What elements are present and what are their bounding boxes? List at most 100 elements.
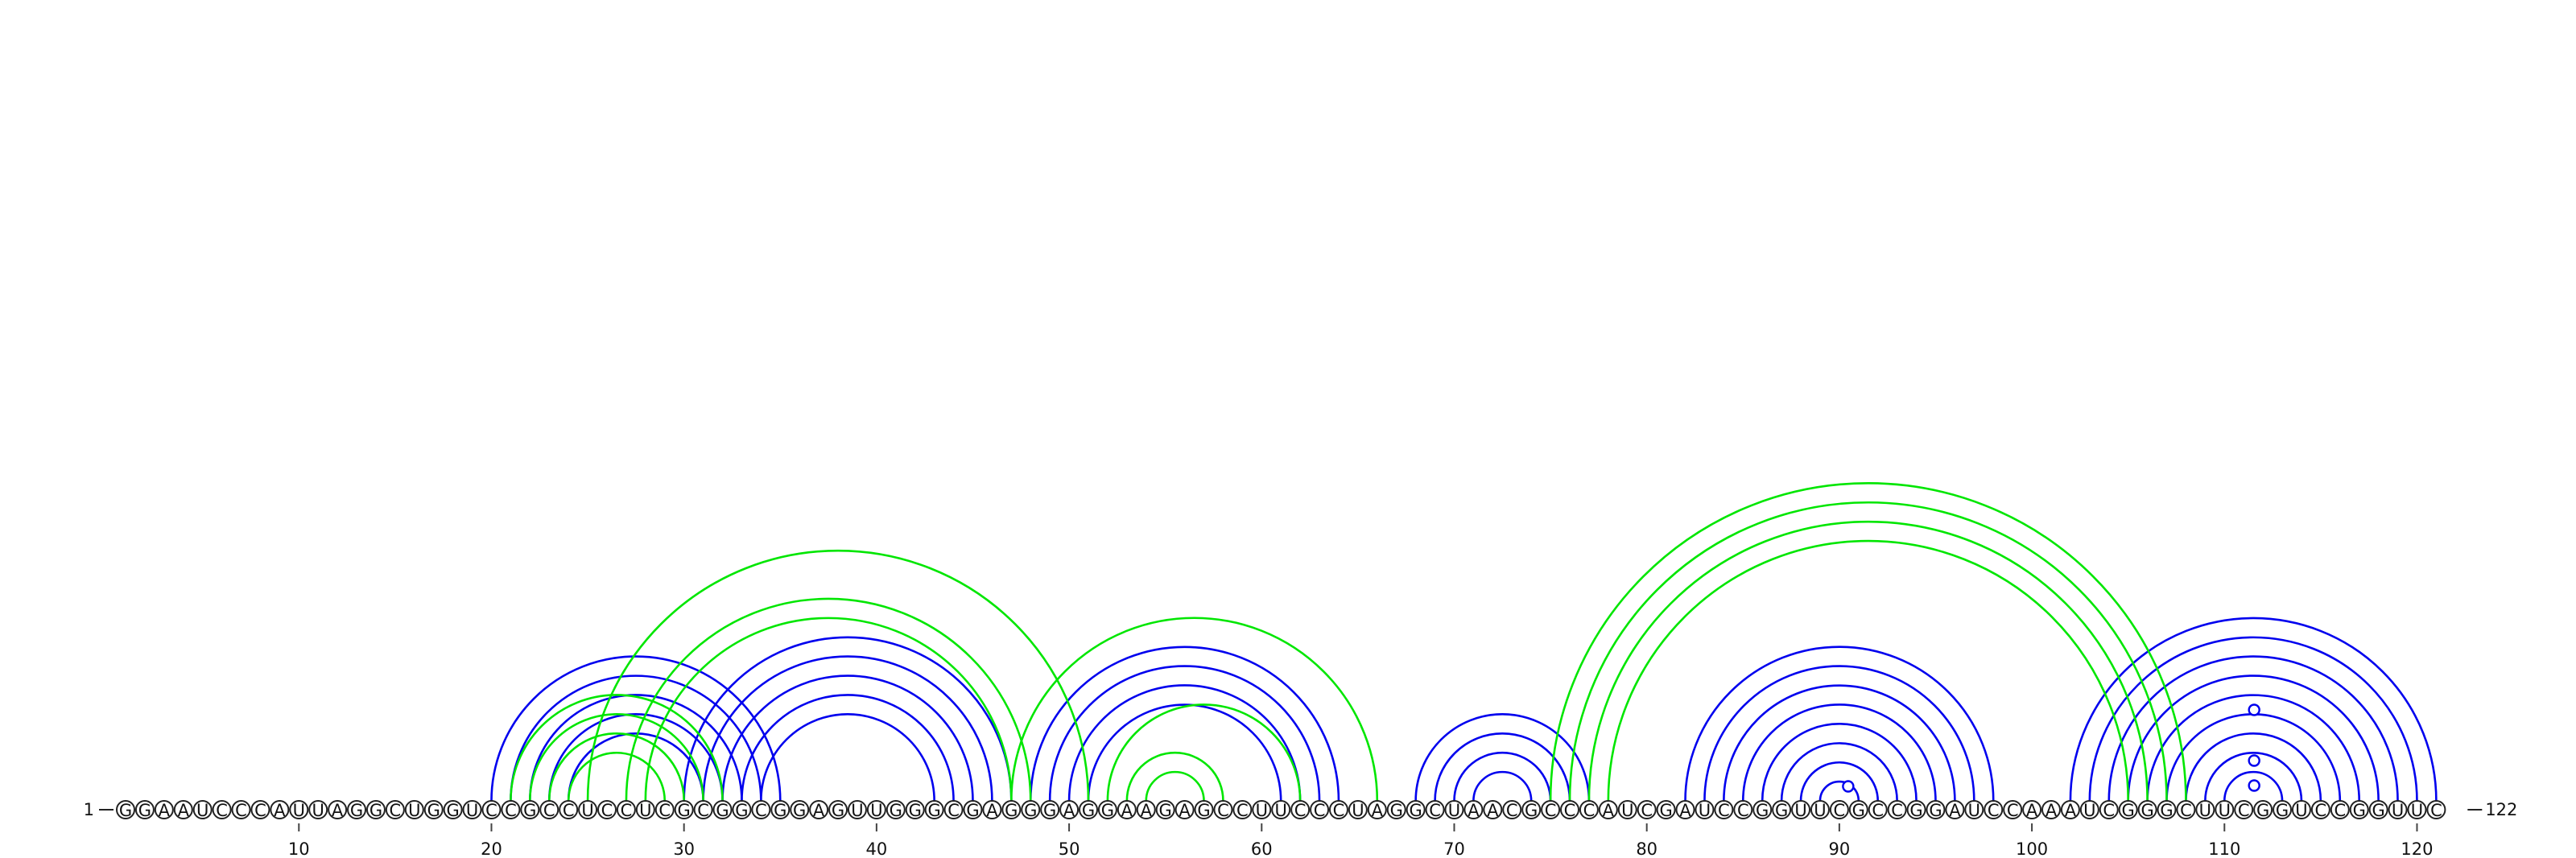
nucleotide-letter: C <box>2238 801 2250 820</box>
nucleotide-54: A <box>1136 800 1156 820</box>
nucleotide-letter: G <box>1024 801 1037 820</box>
blue-pair-arc-22-33 <box>529 694 743 802</box>
nucleotide-letter: G <box>716 801 729 820</box>
nucleotide-90: C <box>1829 800 1849 820</box>
blue-pair-arc-20-35 <box>490 655 782 802</box>
nucleotide-circle <box>2426 800 2446 819</box>
nucleotide-letter: C <box>1217 801 1229 820</box>
nucleotide-circle <box>1964 800 1984 819</box>
nucleotide-letter: G <box>2372 801 2384 820</box>
nucleotide-letter: G <box>1775 801 1788 820</box>
nucleotide-letter: U <box>1275 801 1287 820</box>
nucleotide-letter: G <box>1197 801 1210 820</box>
green-pair-arc-76-107 <box>1568 501 2168 802</box>
nucleotide-letter: C <box>1641 801 1653 820</box>
nucleotide-81: G <box>1656 800 1676 820</box>
nucleotide-circle <box>1521 800 1542 819</box>
nucleotide-16: U <box>404 800 424 820</box>
nucleotide-letter: A <box>2065 801 2077 820</box>
green-pair-arc-75-108 <box>1549 482 2187 802</box>
nucleotide-circle <box>866 800 886 819</box>
blue-pair-arc-89-91 <box>1818 780 1860 802</box>
nucleotide-circle <box>2388 800 2408 819</box>
nucleotide-106: G <box>2137 800 2157 820</box>
nucleotide-46: A <box>982 800 1002 820</box>
blue-pair-arc-108-115 <box>2185 732 2322 802</box>
nucleotide-52: G <box>1097 800 1117 820</box>
nucleotide-circle <box>963 800 983 819</box>
nucleotide-113: G <box>2273 800 2293 820</box>
nucleotide-letter: U <box>2219 801 2231 820</box>
nucleotide-letter: A <box>274 801 286 820</box>
nucleotide-letter: G <box>793 801 806 820</box>
nucleotide-45: G <box>963 800 983 820</box>
nucleotide-circle <box>308 800 328 819</box>
nucleotide-letter: U <box>1699 801 1711 820</box>
nucleotide-letter: U <box>851 801 863 820</box>
nucleotide-circle <box>751 800 771 819</box>
tick-label: 120 <box>2401 839 2433 858</box>
nucleotide-letter: G <box>138 801 151 820</box>
nucleotide-circle <box>1483 800 1503 819</box>
nucleotide-letter: C <box>601 801 613 820</box>
nucleotide-letter: G <box>1082 801 1095 820</box>
nucleotide-83: U <box>1695 800 1715 820</box>
nucleotide-18: G <box>443 800 463 820</box>
nucleotide-letter: U <box>1814 801 1826 820</box>
nucleotide-letter: G <box>1929 801 1942 820</box>
blue-pair-arc-70-75 <box>1453 751 1552 802</box>
nucleotide-letter: C <box>2180 801 2192 820</box>
tick-label: 20 <box>481 839 502 858</box>
nucleotide-letter: G <box>1525 801 1538 820</box>
nucleotide-circle <box>1155 800 1175 819</box>
nucleotide-36: G <box>790 800 810 820</box>
nucleotide-21: C <box>501 800 521 820</box>
nucleotide-112: G <box>2253 800 2273 820</box>
nucleotide-letter: A <box>1468 801 1480 820</box>
nucleotide-letter: A <box>1949 801 1961 820</box>
nucleotide-circle <box>1617 800 1637 819</box>
nucleotide-letter: C <box>485 801 497 820</box>
nucleotide-circle <box>1136 800 1156 819</box>
nucleotide-circle <box>2137 800 2157 819</box>
nucleotide-letter: G <box>1852 801 1865 820</box>
nucleotide-circle <box>1386 800 1406 819</box>
nucleotide-121: C <box>2426 800 2446 820</box>
nucleotide-82: A <box>1675 800 1695 820</box>
nucleotide-33: G <box>732 800 752 820</box>
nucleotide-circle <box>154 800 174 819</box>
nucleotide-letter: U <box>408 801 420 820</box>
nucleotide-circle <box>2176 800 2196 819</box>
nucleotide-letter: G <box>890 801 902 820</box>
open-marker <box>2248 754 2260 767</box>
nucleotide-circle <box>1598 800 1618 819</box>
nucleotide-61: U <box>1271 800 1291 820</box>
nucleotide-letter: C <box>1236 801 1249 820</box>
nucleotide-11: U <box>308 800 328 820</box>
nucleotide-circle <box>1791 800 1811 819</box>
blue-pair-arc-71-74 <box>1472 770 1533 802</box>
nucleotide-3: A <box>154 800 174 820</box>
nucleotide-56: A <box>1174 800 1195 820</box>
nucleotide-letter: A <box>1141 801 1153 820</box>
nucleotide-circle <box>2003 800 2023 819</box>
blue-pair-arc-106-117 <box>2146 694 2361 802</box>
tick-label: 110 <box>2208 839 2240 858</box>
nucleotide-letter: A <box>1063 801 1075 820</box>
nucleotide-79: U <box>1617 800 1637 820</box>
tick-label: 60 <box>1251 839 1273 858</box>
nucleotide-19: U <box>462 800 482 820</box>
open-marker <box>2248 703 2260 716</box>
position-axis: 10 20 30 40 50 60 70 80 90 100 110 120 <box>288 823 2434 858</box>
nucleotide-letter: C <box>1429 801 1441 820</box>
nucleotide-circle <box>231 800 251 819</box>
nucleotide-circle <box>2099 800 2119 819</box>
nucleotide-circle <box>365 800 386 819</box>
nucleotide-circle <box>2118 800 2138 819</box>
nucleotide-89: U <box>1810 800 1830 820</box>
nucleotide-letter: U <box>2083 801 2095 820</box>
nucleotide-circle <box>654 800 675 819</box>
blue-pair-arc-82-98 <box>1684 646 1995 802</box>
blue-pair-arc-110-113 <box>2223 770 2284 802</box>
green-pair-arc-47-66 <box>1010 617 1379 802</box>
